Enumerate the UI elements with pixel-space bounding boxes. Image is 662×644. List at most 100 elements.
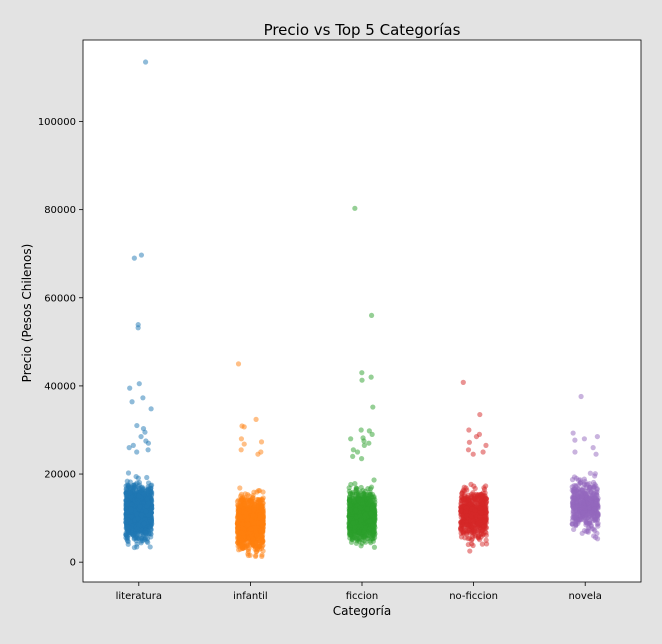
data-point	[125, 517, 131, 523]
data-point	[483, 507, 489, 513]
data-point	[144, 496, 151, 502]
x-tick-label-ficcion: ficcion	[346, 591, 379, 602]
data-point	[483, 442, 489, 448]
data-point	[468, 537, 475, 543]
data-point	[258, 528, 265, 534]
data-point	[578, 393, 584, 400]
data-point	[260, 489, 266, 495]
data-point	[249, 512, 256, 518]
data-point	[248, 526, 254, 532]
data-point	[138, 512, 145, 518]
data-point	[592, 471, 598, 477]
data-point	[371, 528, 377, 535]
data-point	[354, 449, 361, 455]
data-point	[241, 441, 247, 447]
data-point	[369, 431, 375, 437]
data-point	[369, 505, 376, 511]
data-point	[475, 520, 481, 526]
data-point	[371, 544, 378, 550]
data-point	[236, 508, 242, 514]
data-point	[250, 494, 256, 501]
data-point	[256, 536, 262, 543]
data-point	[458, 530, 464, 536]
data-point	[136, 493, 142, 499]
data-point	[237, 485, 243, 491]
x-axis: literatura infantil ficcion no-ficcion novel…	[116, 582, 602, 602]
data-point	[142, 59, 149, 65]
points-layer	[123, 59, 601, 560]
data-point	[570, 430, 576, 436]
data-point	[235, 525, 241, 531]
data-point	[145, 447, 151, 453]
data-point	[237, 514, 244, 520]
data-point	[572, 437, 578, 443]
data-point	[250, 536, 256, 542]
series-infantil	[234, 361, 266, 560]
x-tick-label-literatura: literatura	[116, 591, 162, 602]
data-point	[352, 205, 358, 211]
data-point	[571, 496, 577, 502]
x-axis-label: Categoría	[333, 604, 391, 618]
data-point	[135, 325, 141, 331]
data-point	[123, 486, 129, 492]
data-point	[147, 544, 153, 550]
data-point	[240, 495, 246, 501]
data-point	[134, 449, 140, 455]
data-point	[144, 474, 150, 481]
data-point	[371, 494, 377, 500]
data-point	[572, 521, 579, 527]
data-point	[465, 447, 472, 453]
data-point	[149, 505, 155, 512]
data-point	[125, 470, 132, 476]
data-point	[460, 379, 466, 385]
data-point	[253, 416, 259, 422]
data-point	[368, 312, 375, 319]
data-point	[124, 501, 130, 507]
data-point	[464, 522, 471, 528]
data-point	[252, 525, 258, 531]
data-point	[133, 473, 139, 480]
data-point	[581, 436, 587, 442]
data-point	[128, 506, 134, 513]
data-point	[148, 534, 154, 540]
data-point	[138, 433, 144, 440]
data-point	[125, 528, 131, 534]
y-tick-label: 80000	[44, 205, 76, 216]
data-point	[359, 370, 365, 376]
data-point	[475, 528, 481, 534]
x-tick-label-no-ficcion: no-ficcion	[449, 591, 498, 602]
data-point	[465, 492, 472, 498]
data-point	[129, 399, 135, 405]
data-point	[592, 481, 598, 487]
data-point	[471, 483, 477, 489]
chart-title: Precio vs Top 5 Categorías	[264, 21, 461, 39]
data-point	[250, 542, 257, 549]
data-point	[238, 436, 245, 442]
data-point	[582, 492, 589, 498]
data-point	[466, 427, 472, 433]
data-point	[127, 490, 133, 496]
data-point	[141, 491, 147, 497]
data-point	[143, 530, 150, 536]
data-point	[241, 501, 247, 507]
data-point	[134, 511, 140, 517]
data-point	[368, 374, 374, 380]
data-point	[477, 411, 483, 418]
data-point	[251, 489, 257, 495]
data-point	[245, 552, 251, 559]
data-point	[140, 395, 146, 401]
data-point	[580, 510, 586, 516]
data-point	[465, 541, 471, 548]
y-axis-label: Precio (Pesos Chilenos)	[20, 244, 34, 383]
data-point	[358, 517, 364, 523]
data-point	[141, 520, 147, 527]
data-point	[243, 510, 249, 516]
data-point	[571, 489, 577, 495]
data-point	[481, 485, 487, 491]
data-point	[128, 494, 134, 500]
data-point	[130, 442, 136, 448]
data-point	[367, 498, 373, 504]
data-point	[124, 538, 131, 544]
data-point	[134, 541, 140, 547]
